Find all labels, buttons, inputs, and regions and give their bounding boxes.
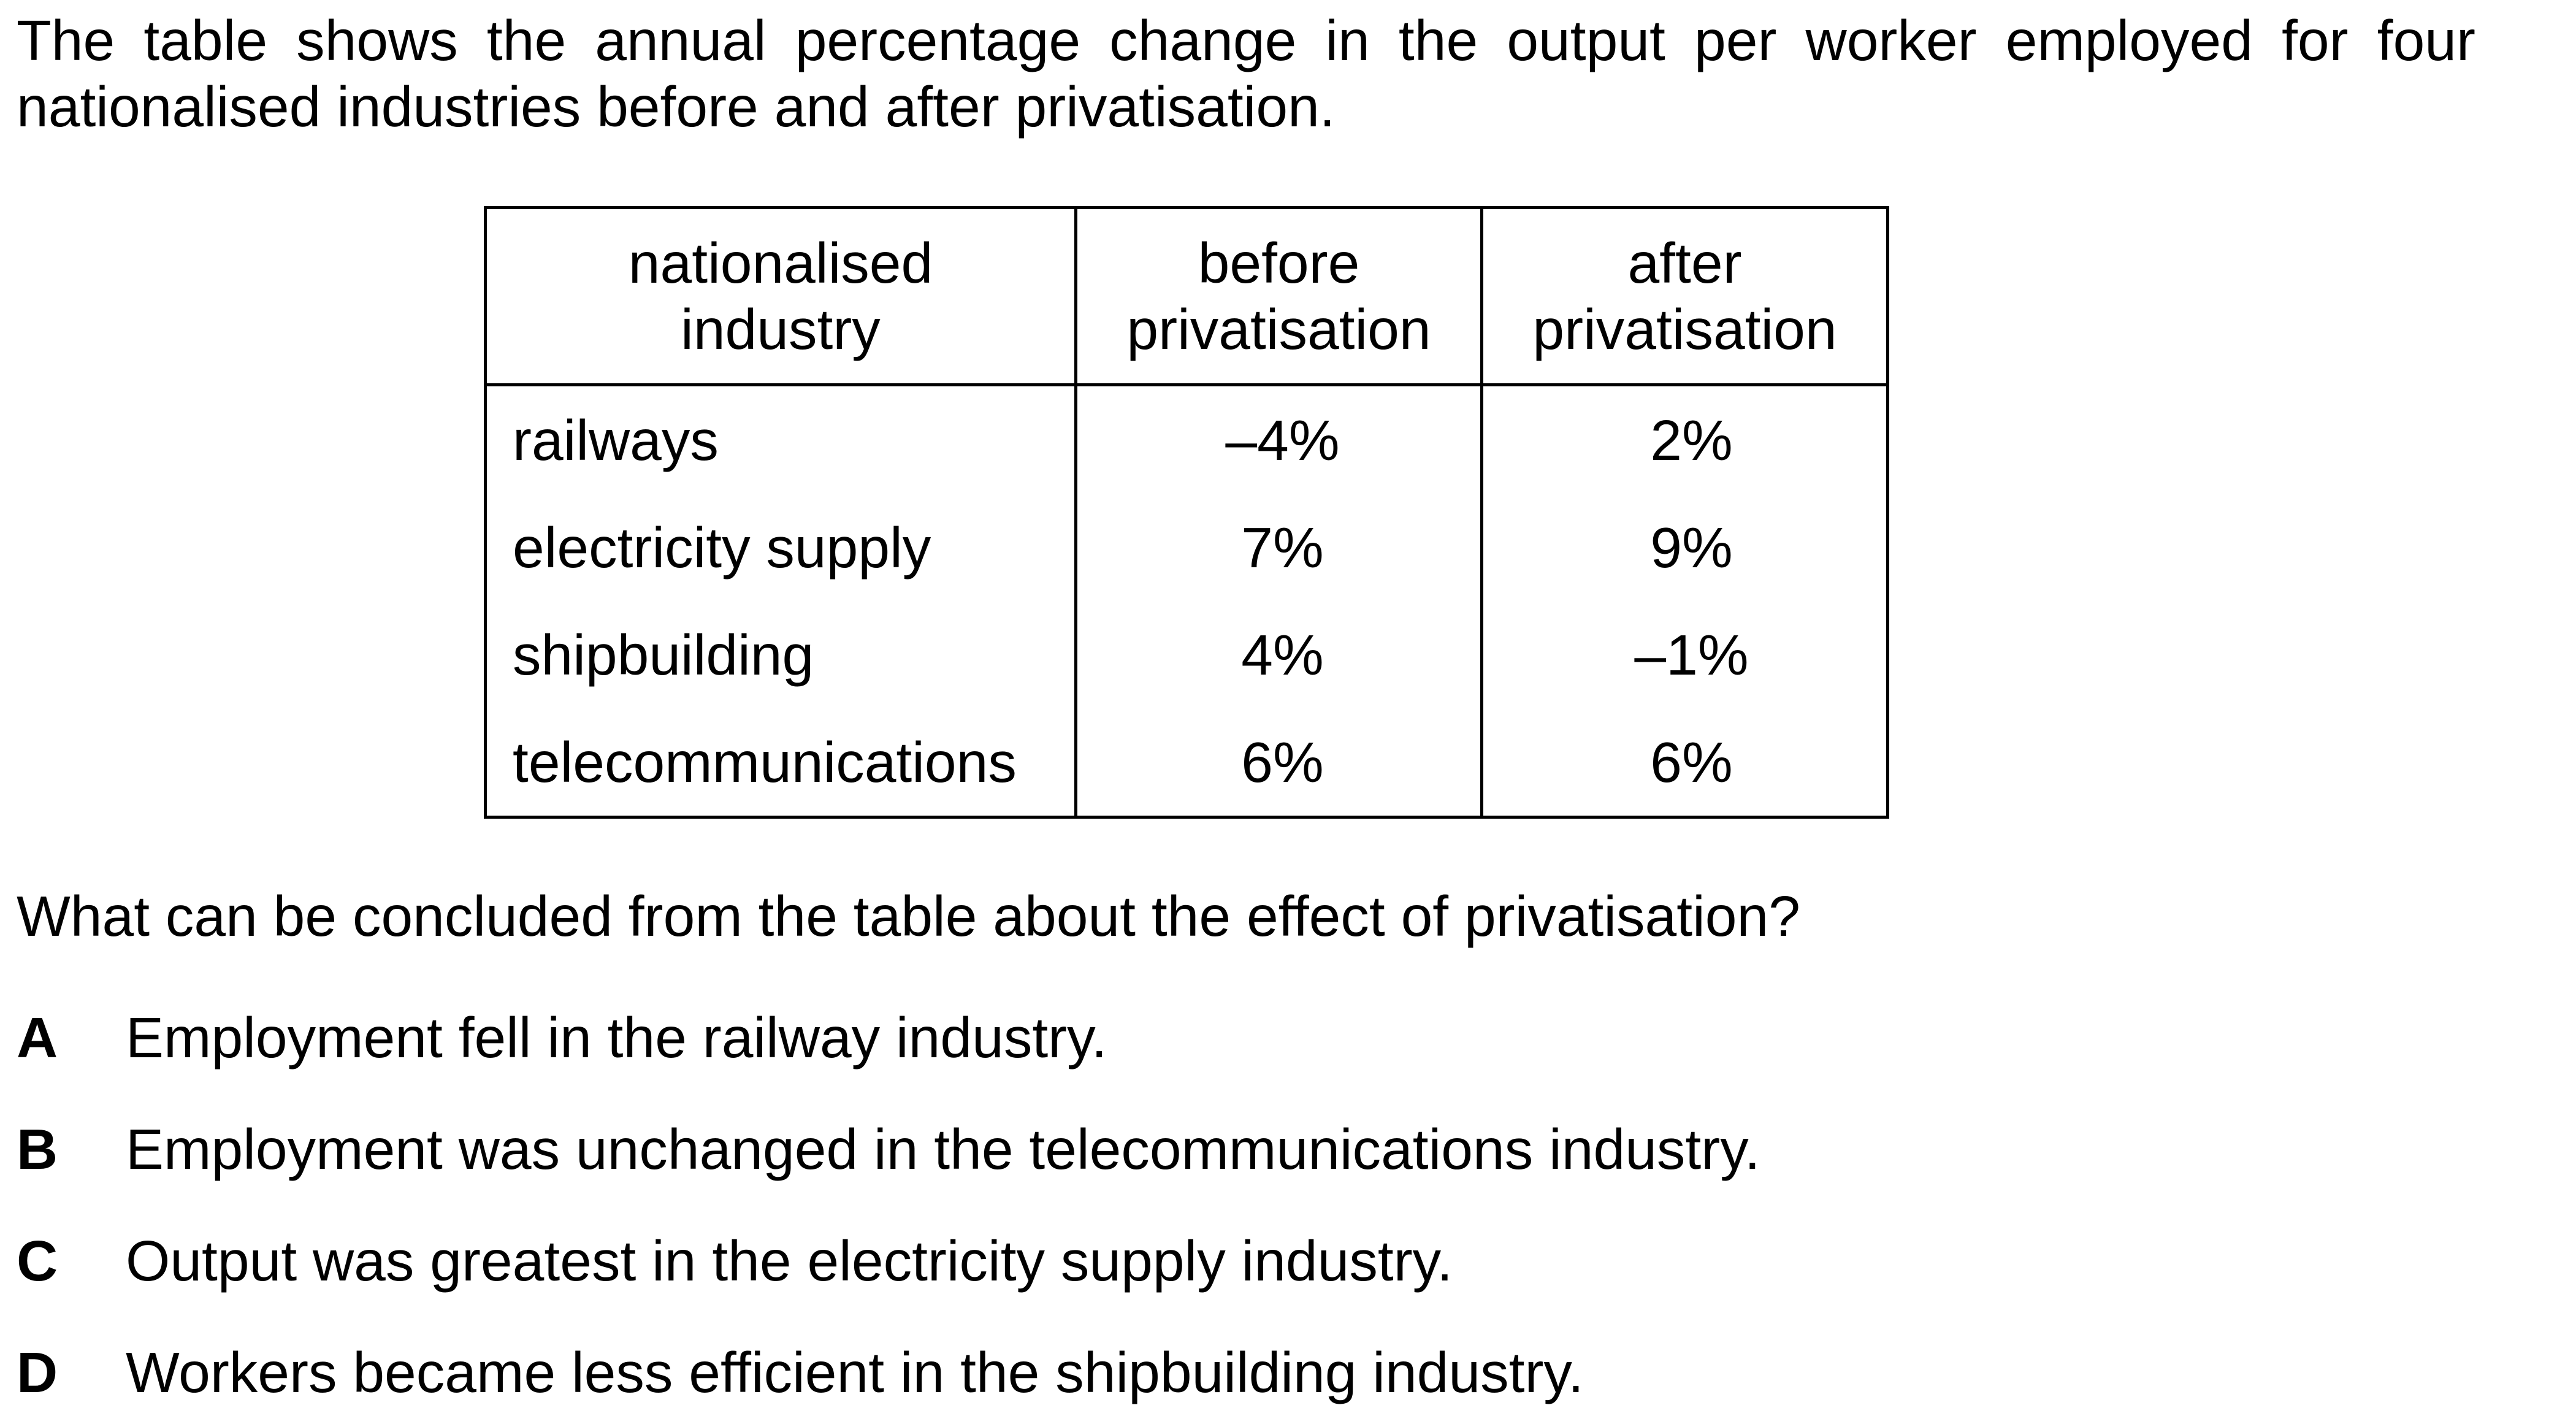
- table-row: shipbuilding 4% –1%: [484, 601, 1889, 708]
- data-table: nationalised industry before privatisati…: [484, 206, 1889, 819]
- option-text: Output was greatest in the electricity s…: [126, 1229, 1453, 1293]
- cell-before: –4%: [1074, 385, 1483, 494]
- cell-before: 7%: [1074, 494, 1483, 601]
- cell-industry: electricity supply: [484, 494, 1077, 601]
- option-a[interactable]: A Employment fell in the railway industry…: [17, 1005, 1107, 1071]
- table-row: railways –4% 2%: [484, 385, 1889, 494]
- option-letter: A: [17, 1006, 58, 1070]
- option-letter: C: [17, 1229, 58, 1293]
- cell-after: 9%: [1480, 494, 1889, 601]
- header-after-line2: privatisation: [1532, 297, 1837, 361]
- option-c[interactable]: C Output was greatest in the electricity …: [17, 1228, 1453, 1294]
- cell-before: 6%: [1074, 708, 1483, 819]
- header-before-line1: before: [1198, 231, 1360, 295]
- header-after-line1: after: [1627, 231, 1742, 295]
- option-b[interactable]: B Employment was unchanged in the telecom…: [17, 1116, 1760, 1182]
- option-letter: B: [17, 1117, 58, 1181]
- table-row: electricity supply 7% 9%: [484, 494, 1889, 601]
- option-text: Workers became less efficient in the shi…: [126, 1341, 1584, 1404]
- header-before-line2: privatisation: [1126, 297, 1431, 361]
- cell-industry: telecommunications: [484, 708, 1077, 819]
- header-industry: nationalised industry: [484, 206, 1077, 386]
- intro-text: The table shows the annual percentage ch…: [17, 9, 2475, 139]
- option-text: Employment fell in the railway industry.: [126, 1006, 1107, 1070]
- header-row: nationalised industry before privatisati…: [484, 206, 1889, 386]
- header-industry-line2: industry: [681, 297, 881, 361]
- option-d[interactable]: D Workers became less efficient in the sh…: [17, 1339, 1584, 1406]
- cell-after: 6%: [1480, 708, 1889, 819]
- cell-industry: shipbuilding: [484, 601, 1077, 708]
- table-row: telecommunications 6% 6%: [484, 708, 1889, 819]
- option-letter: D: [17, 1341, 58, 1404]
- cell-after: 2%: [1480, 385, 1889, 494]
- cell-after: –1%: [1480, 601, 1889, 708]
- option-text: Employment was unchanged in the telecomm…: [126, 1117, 1760, 1181]
- header-industry-line1: nationalised: [628, 231, 933, 295]
- header-before: before privatisation: [1074, 206, 1483, 386]
- header-after: after privatisation: [1480, 206, 1889, 386]
- cell-industry: railways: [484, 385, 1077, 494]
- cell-before: 4%: [1074, 601, 1483, 708]
- question-text: What can be concluded from the table abo…: [17, 884, 1800, 948]
